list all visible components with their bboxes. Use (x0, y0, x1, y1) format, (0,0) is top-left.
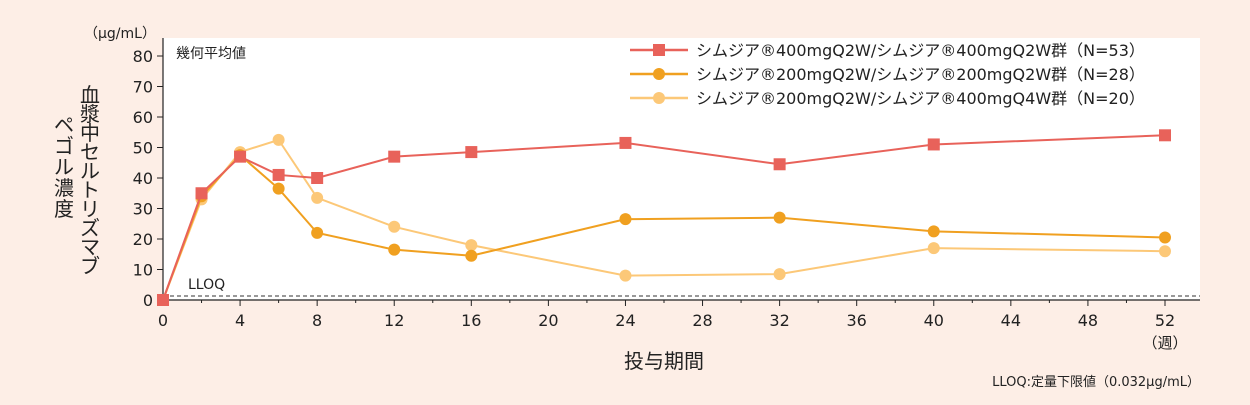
footnote: LLOQ:定量下限値（0.032μg/mL） (992, 374, 1200, 390)
lloq-label: LLOQ (188, 277, 225, 293)
y-tick-label: 60 (133, 108, 153, 127)
x-tick-label: 4 (235, 311, 245, 330)
y-tick-label: 0 (143, 291, 153, 310)
series-1-point (272, 168, 285, 181)
x-tick-label: 48 (1078, 311, 1098, 330)
series-2-point (773, 211, 786, 224)
series-1-point (311, 172, 324, 184)
y-tick-label: 30 (133, 200, 153, 219)
y-unit-label: （μg/mL） (84, 26, 156, 42)
y-axis-label-line1: 血漿中セルトリズマブ (80, 83, 100, 278)
legend-label: シムジア®200mgQ2W/シムジア®200mgQ2W群（N=28） (696, 65, 1145, 84)
series-3-point (388, 220, 401, 233)
series-2-point (619, 213, 632, 226)
legend-label: シムジア®200mgQ2W/シムジア®400mgQ4W群（N=20） (696, 89, 1145, 108)
y-axis-label-line2: ペゴル濃度 (54, 113, 74, 221)
x-tick-label: 44 (1001, 311, 1021, 330)
x-tick-label: 36 (847, 311, 867, 330)
series-2-point (465, 249, 478, 262)
series-2-point (927, 225, 940, 238)
y-tick-label: 80 (133, 47, 153, 66)
series-3-point (619, 269, 632, 282)
y-tick-label: 20 (133, 230, 153, 249)
plot-area (163, 38, 1200, 300)
series-1-point (195, 187, 208, 200)
series-2-point (1159, 231, 1171, 244)
series-2-point (311, 226, 324, 239)
x-tick-label: 16 (461, 311, 481, 330)
x-axis-label: 投与期間 (624, 349, 704, 373)
series-1-point (234, 150, 247, 163)
series-1-point (157, 294, 169, 306)
legend-swatch-marker (653, 44, 665, 56)
x-tick-label: 28 (692, 311, 712, 330)
x-tick-label: 40 (924, 311, 944, 330)
series-3-point (272, 133, 285, 146)
y-tick-label: 70 (133, 78, 153, 97)
x-tick-label: 24 (615, 311, 635, 330)
legend-swatch-marker (653, 92, 665, 104)
x-tick-label: 12 (384, 311, 404, 330)
corner-label: 幾何平均値 (176, 46, 246, 62)
series-2-point (388, 243, 401, 256)
series-3-point (465, 239, 478, 252)
x-tick-label: 0 (158, 311, 168, 330)
series-1-point (927, 138, 940, 151)
y-tick-label: 50 (133, 139, 153, 158)
series-3-point (1159, 245, 1171, 258)
series-2-point (272, 182, 285, 195)
series-1-point (1159, 129, 1171, 142)
series-3-point (311, 191, 324, 204)
series-1-point (388, 150, 401, 163)
series-1-point (619, 136, 632, 149)
x-unit-label: （週） (1142, 334, 1187, 352)
x-tick-label: 8 (312, 311, 322, 330)
x-tick-label: 32 (769, 311, 789, 330)
series-3-point (773, 268, 786, 281)
legend: シムジア®400mgQ2W/シムジア®400mgQ2W群（N=53） シムジア®2… (630, 41, 1145, 108)
y-tick-label: 40 (133, 169, 153, 188)
series-layer (157, 129, 1171, 306)
series-1-point (773, 158, 786, 171)
x-tick-label: 52 (1155, 311, 1175, 330)
series-3-point (927, 242, 940, 255)
x-tick-label: 20 (538, 311, 558, 330)
series-1-point (465, 146, 478, 159)
y-tick-label: 10 (133, 261, 153, 280)
legend-swatch-marker (653, 68, 665, 80)
legend-label: シムジア®400mgQ2W/シムジア®400mgQ2W群（N=53） (696, 41, 1145, 60)
